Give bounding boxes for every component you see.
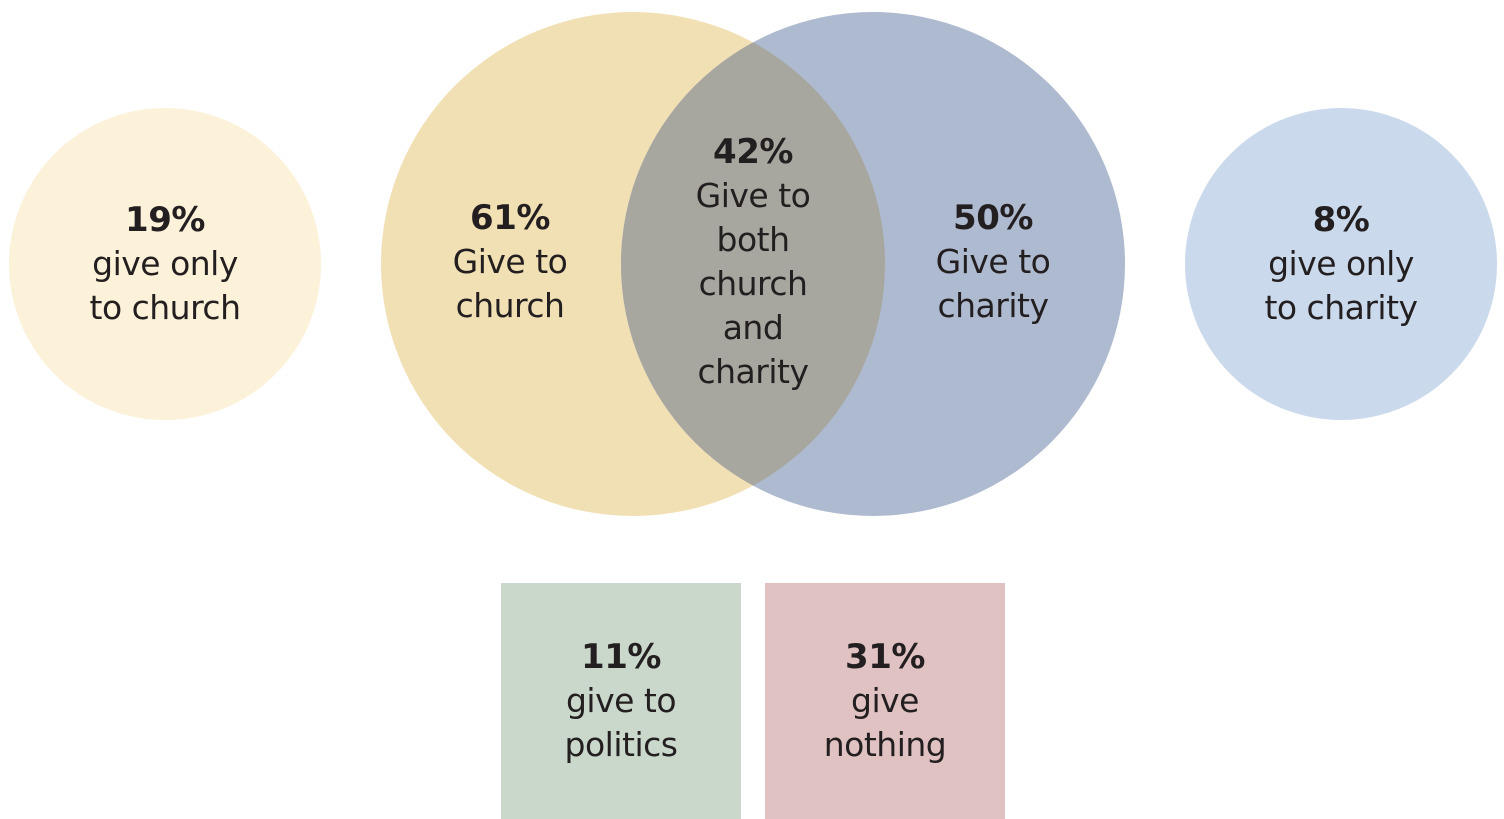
both-text: Give to both church and charity [695,176,811,391]
nothing-label: 31% give nothing [824,635,947,767]
charity-only-text: give only to charity [1264,244,1418,327]
nothing-box: 31% give nothing [765,583,1005,819]
charity-label: 50% Give to charity [903,196,1083,328]
church-only-percent: 19% [125,200,205,240]
politics-box: 11% give to politics [501,583,741,819]
politics-percent: 11% [581,637,661,677]
church-label: 61% Give to church [420,196,600,328]
politics-label: 11% give to politics [565,635,678,767]
church-only-text: give only to church [89,244,242,327]
church-only-label: 19% give only to church [89,198,242,330]
charity-only-percent: 8% [1312,200,1370,240]
charity-only-circle: 8% give only to charity [1185,108,1497,420]
both-label: 42% Give to both church and charity [663,130,843,394]
both-percent: 42% [713,132,793,172]
politics-text: give to politics [564,681,678,764]
charity-text: Give to charity [935,242,1051,325]
church-text: Give to church [452,242,568,325]
church-only-circle: 19% give only to church [9,108,321,420]
charity-only-label: 8% give only to charity [1264,198,1418,330]
nothing-percent: 31% [845,637,925,677]
overlap-region [621,12,885,516]
church-percent: 61% [470,198,550,238]
nothing-text: give nothing [823,681,947,764]
charity-percent: 50% [953,198,1033,238]
